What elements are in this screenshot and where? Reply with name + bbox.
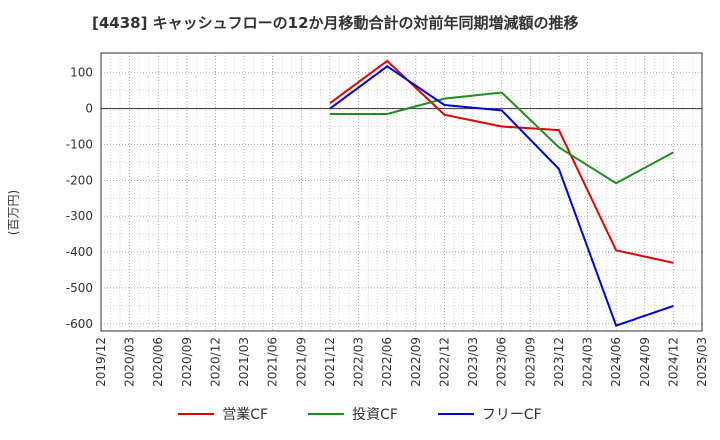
y-tick-label: -100 [66, 137, 93, 151]
y-tick-label: -200 [66, 173, 93, 187]
line-chart: 100 0 -100 -200 -300 -400 -500 -600 2019/12 2020… [66, 52, 709, 387]
x-tick-label: 2022/09 [409, 337, 423, 387]
series-line-投資CF [330, 91, 674, 185]
x-tick-label: 2022/03 [352, 337, 366, 387]
y-tick-label: -300 [66, 209, 93, 223]
legend-label: 営業CF [222, 407, 269, 423]
x-tick-label: 2020/09 [180, 337, 194, 387]
y-tick-label: -400 [66, 245, 93, 259]
x-tick-label: 2025/03 [695, 337, 709, 387]
x-tick-label: 2024/12 [666, 337, 680, 387]
legend-swatch [178, 413, 215, 415]
series-line-営業CF [329, 59, 674, 264]
x-tick-label: 2024/09 [638, 337, 652, 387]
x-tick-label: 2021/09 [294, 337, 308, 387]
x-tick-label: 2021/06 [266, 337, 280, 387]
x-tick-label: 2019/12 [94, 337, 108, 387]
x-tick-label: 2020/03 [123, 337, 137, 387]
plot-frame [100, 52, 703, 332]
legend-item: フリーCF [437, 404, 542, 424]
x-tick-label: 2024/06 [609, 337, 623, 387]
x-ticks: 2019/12 2020/03 2020/06 2020/09 2020/12 2021/… [94, 337, 709, 387]
x-tick-label: 2023/03 [466, 337, 480, 387]
x-tick-label: 2021/12 [323, 337, 337, 387]
chart-title: [4438] キャッシュフローの12か月移動合計の対前年同期増減額の推移 [92, 14, 579, 32]
grid [100, 53, 703, 331]
legend-swatch [308, 413, 345, 415]
series-line-フリーCF [329, 65, 674, 327]
legend-label: フリーCF [481, 407, 542, 423]
x-tick-label: 2023/12 [552, 337, 566, 387]
x-tick-label: 2020/12 [208, 337, 222, 387]
x-tick-label: 2021/03 [237, 337, 251, 387]
x-tick-label: 2024/03 [581, 337, 595, 387]
y-tick-label: 100 [70, 66, 93, 80]
legend: 営業CF 投資CF フリーCF [0, 404, 720, 424]
y-tick-label: -600 [66, 317, 93, 331]
legend-item: 投資CF [308, 404, 398, 424]
series-lines [329, 59, 674, 327]
x-tick-label: 2022/12 [437, 337, 451, 387]
y-tick-label: 0 [85, 102, 93, 116]
legend-item: 営業CF [178, 404, 268, 424]
x-tick-label: 2023/06 [495, 337, 509, 387]
x-tick-label: 2022/06 [380, 337, 394, 387]
legend-swatch [437, 413, 474, 415]
y-tick-label: -500 [66, 281, 93, 295]
y-ticks: 100 0 -100 -200 -300 -400 -500 -600 [66, 66, 93, 331]
legend-label: 投資CF [352, 407, 398, 423]
x-tick-label: 2020/06 [151, 337, 165, 387]
x-tick-label: 2023/09 [523, 337, 537, 387]
